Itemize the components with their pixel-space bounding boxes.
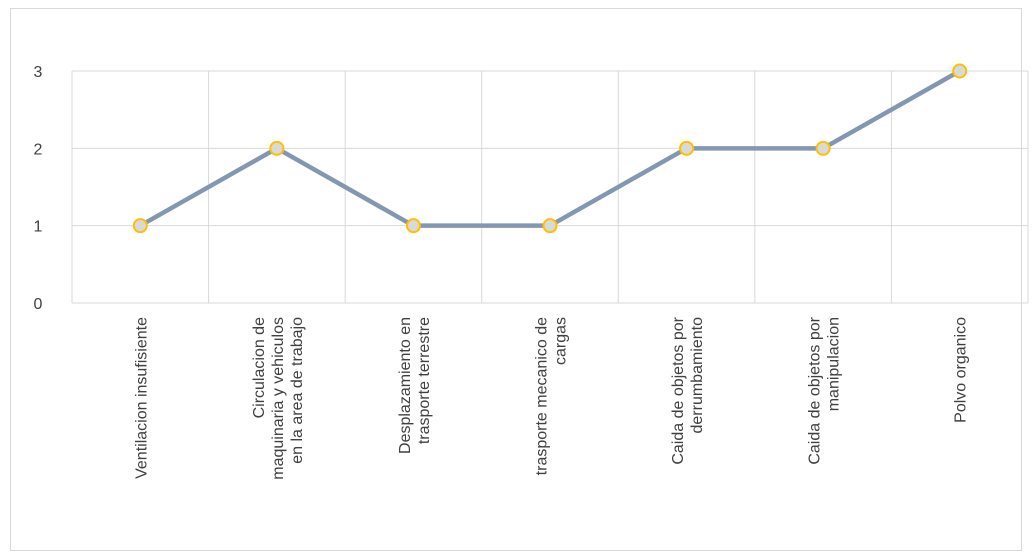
x-tick-label: Caida de objetos por: [670, 316, 687, 464]
x-tick-label: Ventilacion insufisiente: [133, 317, 150, 479]
x-category-label: Caida de objetos por derrumbamiento: [670, 316, 706, 464]
x-category-label: Ventilacion insufisiente: [133, 317, 150, 479]
x-tick-label: trasporte mecanico de: [534, 317, 551, 475]
data-point: [132, 218, 148, 234]
x-tick-label: Desplazamiento en: [397, 317, 414, 454]
x-tick-label: en la area de trabajo: [289, 317, 306, 464]
chart-frame: [10, 8, 1022, 551]
x-tick-label: Circulacion de: [251, 317, 268, 418]
y-tick-label: 0: [34, 296, 43, 313]
data-point: [815, 140, 831, 156]
y-tick-label: 2: [34, 141, 43, 158]
x-category-label: Circulacion de maquinaria y vehiculos en l…: [251, 317, 306, 480]
y-tick-label: 1: [34, 219, 43, 236]
x-tick-label: cargas: [553, 317, 570, 365]
x-tick-label: derrumbamiento: [689, 317, 706, 434]
x-tick-label: maquinaria y vehiculos: [270, 317, 287, 480]
x-category-label: Caida de objetos por manipulacion: [807, 316, 843, 464]
x-category-label: trasporte mecanico de cargas: [534, 317, 570, 475]
x-tick-label: Caida de objetos por: [807, 316, 824, 464]
y-tick-label: 3: [34, 64, 43, 81]
data-point: [952, 63, 968, 79]
x-category-label: Desplazamiento en trasporte terrestre: [397, 317, 433, 454]
data-point: [269, 140, 285, 156]
data-point: [542, 218, 558, 234]
x-tick-label: manipulacion: [826, 317, 843, 411]
x-category-label: Polvo organico: [953, 317, 970, 423]
x-tick-label: trasporte terrestre: [416, 317, 433, 444]
x-tick-label: Polvo organico: [953, 317, 970, 423]
data-point: [679, 140, 695, 156]
data-point: [405, 218, 421, 234]
